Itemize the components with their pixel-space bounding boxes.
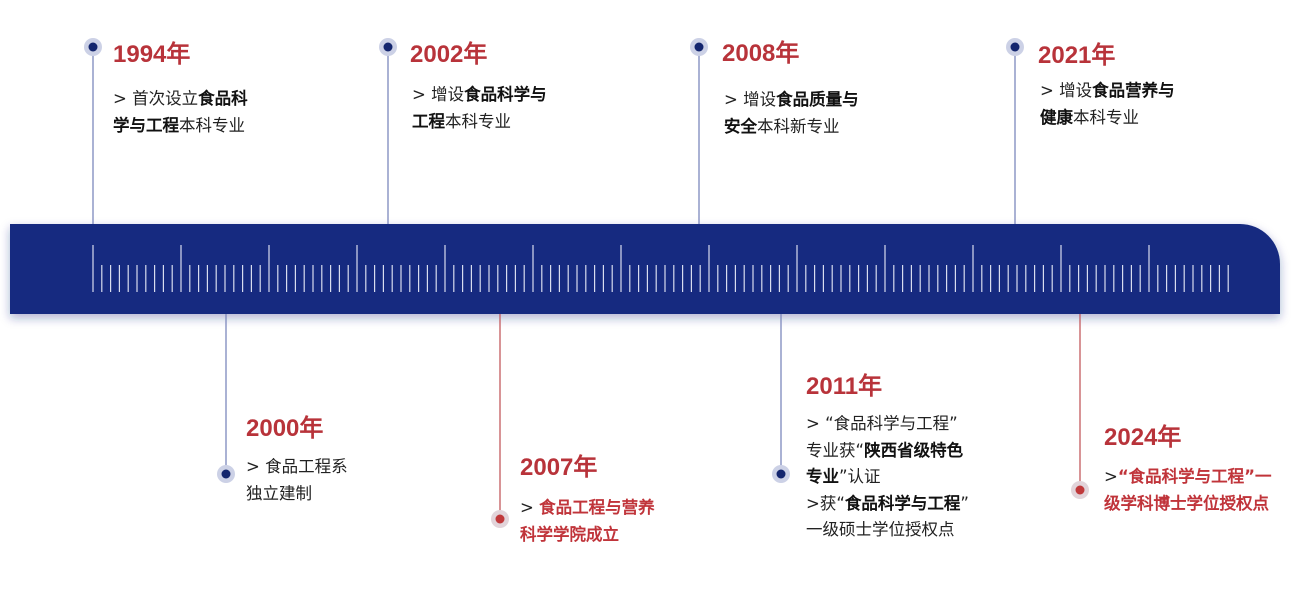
description-line: >“食品科学与工程”一 <box>1104 467 1272 487</box>
text: 本科专业 <box>445 111 511 131</box>
text: > 食品工程系 <box>246 457 348 476</box>
description-line: > “食品科学与工程” <box>806 414 958 434</box>
description-line: 学与工程本科专业 <box>113 116 245 136</box>
year: 2024年 <box>1104 424 1182 451</box>
year: 2007年 <box>520 454 598 481</box>
description-line: 级学科博士学位授权点 <box>1104 494 1269 514</box>
text: > 增设 <box>1040 81 1093 100</box>
text: > 增设 <box>724 90 777 109</box>
bold-text: 食品质量与 <box>776 90 859 109</box>
text: > <box>1104 467 1118 486</box>
description-line: > 食品工程系 <box>246 457 348 477</box>
year: 2002年 <box>410 41 488 68</box>
description-line: > 食品工程与营养 <box>520 498 655 518</box>
text: 独立建制 <box>246 483 312 503</box>
dot <box>88 42 98 52</box>
description-line: > 增设食品营养与 <box>1040 81 1175 101</box>
dot <box>776 469 786 479</box>
text: 本科专业 <box>1073 107 1139 127</box>
description-line: 专业”认证 <box>806 467 881 487</box>
year: 2000年 <box>246 415 324 442</box>
ruler-bar <box>10 224 1280 314</box>
year: 1994年 <box>113 41 191 68</box>
bold-text: 陕西省级特色 <box>864 440 964 460</box>
dot <box>495 514 505 524</box>
year: 2008年 <box>722 40 800 67</box>
text: > 首次设立 <box>113 89 199 108</box>
text: 本科新专业 <box>757 116 840 136</box>
text: > <box>520 498 540 517</box>
description-line: > 增设食品质量与 <box>724 90 859 110</box>
bold-text: 食品营养与 <box>1092 81 1175 100</box>
bold-text: 级学科博士学位授权点 <box>1104 493 1269 513</box>
bold-text: 专业 <box>806 467 839 486</box>
year: 2021年 <box>1038 42 1116 69</box>
bold-text: 食品科学与工程 <box>844 493 961 513</box>
text: >获“ <box>806 493 845 513</box>
bold-text: “食品科学与工程”一 <box>1117 467 1272 486</box>
text: 一级硕士学位授权点 <box>806 520 955 539</box>
description-line: >获“食品科学与工程” <box>806 494 969 514</box>
bold-text: 食品工程与营养 <box>539 498 655 517</box>
description-line: 专业获“陕西省级特色 <box>806 441 963 461</box>
dot <box>1075 485 1085 495</box>
dot <box>383 42 393 52</box>
dot <box>694 42 704 52</box>
bold-text: 食品科学与 <box>464 85 547 104</box>
bold-text: 健康 <box>1040 107 1073 127</box>
dot <box>221 469 231 479</box>
bold-text: 科学学院成立 <box>520 524 619 544</box>
dot <box>1010 42 1020 52</box>
text: ”认证 <box>839 467 881 486</box>
description-line: 科学学院成立 <box>520 525 619 545</box>
bold-text: 安全 <box>724 116 757 136</box>
text: 本科专业 <box>179 115 245 135</box>
description-line: > 增设食品科学与 <box>412 85 547 105</box>
bold-text: 食品科 <box>198 89 248 108</box>
text: 专业获“ <box>806 440 865 460</box>
text: > “食品科学与工程” <box>806 414 958 433</box>
description-line: 工程本科专业 <box>412 112 511 132</box>
description-line: 一级硕士学位授权点 <box>806 520 955 540</box>
description-line: 健康本科专业 <box>1040 108 1139 128</box>
description-line: 安全本科新专业 <box>724 117 840 137</box>
bold-text: 工程 <box>412 111 445 131</box>
description-line: > 首次设立食品科 <box>113 89 248 109</box>
description-line: 独立建制 <box>246 484 312 504</box>
text: ” <box>960 493 969 513</box>
bold-text: 学与工程 <box>113 115 179 135</box>
year: 2011年 <box>806 373 883 400</box>
text: > 增设 <box>412 85 465 104</box>
